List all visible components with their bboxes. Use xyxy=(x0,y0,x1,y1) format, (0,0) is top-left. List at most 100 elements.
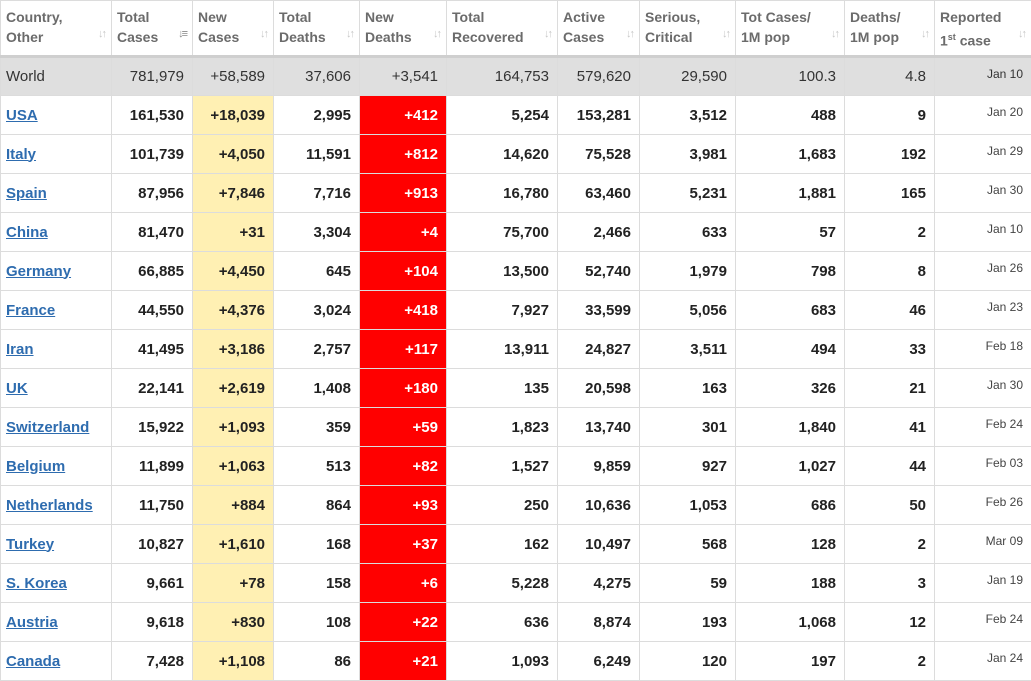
tot-cases-per-1m-cell: 1,068 xyxy=(736,603,845,642)
sort-arrows-icon[interactable]: ↓↑ xyxy=(626,27,633,41)
new-deaths-cell: +4 xyxy=(360,213,447,252)
country-link[interactable]: Belgium xyxy=(6,458,65,475)
country-name: S. Korea xyxy=(1,564,112,603)
country-name: Belgium xyxy=(1,447,112,486)
total-cases-cell: 9,661 xyxy=(112,564,193,603)
sort-arrows-icon[interactable]: ↓↑ xyxy=(831,27,838,41)
total-deaths-cell: 1,408 xyxy=(274,369,360,408)
serious-critical-cell: 301 xyxy=(640,408,736,447)
total-cases-cell: 10,827 xyxy=(112,525,193,564)
tot-cases-per-1m-cell: 798 xyxy=(736,252,845,291)
active-cases-cell: 8,874 xyxy=(558,603,640,642)
country-link[interactable]: USA xyxy=(6,107,38,124)
new-cases-cell: +7,846 xyxy=(193,174,274,213)
total-cases-cell: 161,530 xyxy=(112,96,193,135)
new-cases-cell: +78 xyxy=(193,564,274,603)
reported-first-case-cell: Jan 29 xyxy=(935,135,1031,174)
total-deaths-cell: 2,757 xyxy=(274,330,360,369)
serious-critical-cell: 568 xyxy=(640,525,736,564)
new-cases-cell: +4,376 xyxy=(193,291,274,330)
new-deaths-cell: +22 xyxy=(360,603,447,642)
tot-cases-per-1m-cell: 494 xyxy=(736,330,845,369)
country-name: UK xyxy=(1,369,112,408)
new-cases-cell: +830 xyxy=(193,603,274,642)
sort-arrows-icon[interactable]: ↓↑ xyxy=(1018,27,1025,41)
header-deaths-per-1m[interactable]: Deaths/1M pop↓↑ xyxy=(845,1,935,57)
active-cases-cell: 33,599 xyxy=(558,291,640,330)
sort-arrows-icon[interactable]: ↓↑ xyxy=(544,27,551,41)
country-link[interactable]: France xyxy=(6,302,55,319)
deaths-per-1m-cell: 3 xyxy=(845,564,935,603)
deaths-per-1m-cell: 192 xyxy=(845,135,935,174)
reported-first-case-cell: Jan 20 xyxy=(935,96,1031,135)
sort-arrows-icon[interactable]: ↓↑ xyxy=(346,27,353,41)
total-cases-cell: 22,141 xyxy=(112,369,193,408)
tot-cases-per-1m-cell: 188 xyxy=(736,564,845,603)
deaths-per-1m-cell: 9 xyxy=(845,96,935,135)
sort-arrows-icon[interactable]: ↓↑ xyxy=(433,27,440,41)
tot-cases-per-1m-cell: 100.3 xyxy=(736,57,845,96)
deaths-per-1m-cell: 4.8 xyxy=(845,57,935,96)
active-cases-cell: 9,859 xyxy=(558,447,640,486)
country-link[interactable]: Iran xyxy=(6,341,34,358)
country-link[interactable]: Turkey xyxy=(6,536,54,553)
deaths-per-1m-cell: 41 xyxy=(845,408,935,447)
new-cases-cell: +3,186 xyxy=(193,330,274,369)
header-country[interactable]: Country,Other↓↑ xyxy=(1,1,112,57)
total-cases-cell: 7,428 xyxy=(112,642,193,681)
total-cases-cell: 44,550 xyxy=(112,291,193,330)
country-link[interactable]: Austria xyxy=(6,614,58,631)
header-tot-cases-per-1m[interactable]: Tot Cases/1M pop↓↑ xyxy=(736,1,845,57)
serious-critical-cell: 1,053 xyxy=(640,486,736,525)
total-recovered-cell: 75,700 xyxy=(447,213,558,252)
active-cases-cell: 4,275 xyxy=(558,564,640,603)
country-link[interactable]: Canada xyxy=(6,653,60,670)
serious-critical-cell: 29,590 xyxy=(640,57,736,96)
country-link[interactable]: Germany xyxy=(6,263,71,280)
country-link[interactable]: Spain xyxy=(6,185,47,202)
sort-desc-icon[interactable]: ↓≡ xyxy=(178,27,186,41)
deaths-per-1m-cell: 165 xyxy=(845,174,935,213)
new-deaths-cell: +37 xyxy=(360,525,447,564)
total-recovered-cell: 1,527 xyxy=(447,447,558,486)
total-recovered-cell: 1,093 xyxy=(447,642,558,681)
country-link[interactable]: China xyxy=(6,224,48,241)
sort-arrows-icon[interactable]: ↓↑ xyxy=(260,27,267,41)
deaths-per-1m-cell: 2 xyxy=(845,525,935,564)
total-recovered-cell: 1,823 xyxy=(447,408,558,447)
header-serious-critical[interactable]: Serious,Critical↓↑ xyxy=(640,1,736,57)
total-recovered-cell: 16,780 xyxy=(447,174,558,213)
total-deaths-cell: 7,716 xyxy=(274,174,360,213)
country-link[interactable]: Switzerland xyxy=(6,419,89,436)
sort-arrows-icon[interactable]: ↓↑ xyxy=(722,27,729,41)
country-name: Canada xyxy=(1,642,112,681)
sort-arrows-icon[interactable]: ↓↑ xyxy=(921,27,928,41)
tot-cases-per-1m-cell: 683 xyxy=(736,291,845,330)
country-link[interactable]: S. Korea xyxy=(6,575,67,592)
tot-cases-per-1m-cell: 1,683 xyxy=(736,135,845,174)
tot-cases-per-1m-cell: 128 xyxy=(736,525,845,564)
sort-arrows-icon[interactable]: ↓↑ xyxy=(98,27,105,41)
total-deaths-cell: 864 xyxy=(274,486,360,525)
country-link[interactable]: Italy xyxy=(6,146,36,163)
country-link[interactable]: Netherlands xyxy=(6,497,93,514)
total-deaths-cell: 3,304 xyxy=(274,213,360,252)
new-cases-cell: +1,610 xyxy=(193,525,274,564)
country-link[interactable]: UK xyxy=(6,380,28,397)
